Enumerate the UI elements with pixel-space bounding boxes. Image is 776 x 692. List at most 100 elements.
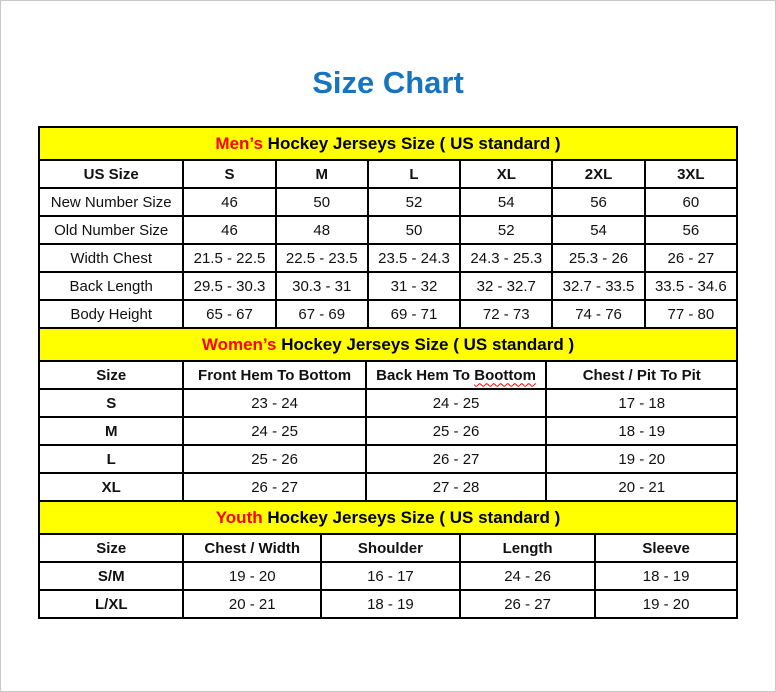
womens-table-row: XL 26 - 27 27 - 28 20 - 21: [37, 472, 738, 502]
mens-row-label: Width Chest: [37, 243, 185, 273]
youth-title-highlight: Youth: [215, 507, 263, 527]
womens-size-table: Women’s Hockey Jerseys Size ( US standar…: [37, 327, 738, 502]
youth-title-text: Hockey Jerseys Size ( US standard ): [262, 507, 561, 527]
mens-column-header: XL: [459, 159, 554, 189]
youth-value-cell: 26 - 27: [458, 589, 597, 619]
mens-value-cell: 52: [366, 187, 462, 217]
womens-value-cell: 26 - 27: [182, 472, 367, 502]
mens-table-row: Back Length 29.5 - 30.3 30.3 - 31 31 - 32 32…: [37, 271, 739, 301]
mens-column-header: 3XL: [643, 159, 739, 189]
mens-row-label: Old Number Size: [37, 215, 185, 245]
youth-column-header: Sleeve: [594, 533, 738, 563]
mens-value-cell: 32 - 32.7: [459, 271, 554, 301]
youth-column-header-row: Size Chest / Width Shoulder Length Sleeve: [37, 533, 738, 563]
youth-value-cell: 19 - 20: [182, 561, 322, 591]
youth-table-row: L/XL 20 - 21 18 - 19 26 - 27 19 - 20: [37, 589, 738, 619]
mens-title-highlight: Men’s: [215, 133, 263, 153]
youth-table-row: S/M 19 - 20 16 - 17 24 - 26 18 - 19: [37, 561, 738, 591]
youth-value-cell: 18 - 19: [319, 589, 461, 619]
youth-value-cell: 24 - 26: [458, 561, 597, 591]
womens-table-row: L 25 - 26 26 - 27 19 - 20: [37, 444, 738, 474]
youth-row-label: S/M: [37, 561, 185, 591]
youth-column-header: Shoulder: [319, 533, 461, 563]
mens-table-row: New Number Size 46 50 52 54 56 60: [37, 187, 739, 217]
mens-table-row: Width Chest 21.5 - 22.5 22.5 - 23.5 23.5 - …: [37, 243, 739, 273]
youth-table-title: Youth Hockey Jerseys Size ( US standard …: [38, 500, 738, 535]
mens-row-label: Back Length: [37, 271, 185, 301]
womens-table-row: S 23 - 24 24 - 25 17 - 18: [37, 388, 738, 418]
mens-value-cell: 65 - 67: [182, 299, 277, 329]
size-tables-stack: Men’s Hockey Jerseys Size ( US standard …: [37, 126, 739, 619]
womens-value-cell: 24 - 25: [364, 388, 548, 418]
youth-row-label: L/XL: [37, 589, 185, 619]
mens-value-cell: 22.5 - 23.5: [274, 243, 369, 273]
mens-column-header-row: US Size S M L XL 2XL 3XL: [37, 159, 739, 189]
womens-row-label: L: [37, 444, 185, 474]
mens-value-cell: 56: [643, 215, 739, 245]
mens-value-cell: 29.5 - 30.3: [182, 271, 277, 301]
youth-size-table: Youth Hockey Jerseys Size ( US standard …: [37, 500, 738, 619]
womens-column-header: Back Hem To Boottom: [364, 360, 548, 390]
youth-column-header: Chest / Width: [182, 533, 322, 563]
mens-value-cell: 77 - 80: [643, 299, 739, 329]
mens-value-cell: 54: [551, 215, 646, 245]
mens-column-header: US Size: [37, 159, 185, 189]
mens-value-cell: 72 - 73: [459, 299, 554, 329]
womens-column-header: Size: [37, 360, 185, 390]
youth-value-cell: 18 - 19: [594, 561, 738, 591]
womens-title-highlight: Women’s: [201, 334, 277, 354]
mens-value-cell: 21.5 - 22.5: [182, 243, 277, 273]
mens-value-cell: 60: [643, 187, 739, 217]
mens-column-header: 2XL: [551, 159, 646, 189]
mens-value-cell: 31 - 32: [366, 271, 462, 301]
youth-value-cell: 19 - 20: [594, 589, 738, 619]
mens-value-cell: 46: [182, 215, 277, 245]
mens-value-cell: 50: [366, 215, 462, 245]
womens-value-cell: 19 - 20: [545, 444, 738, 474]
mens-value-cell: 24.3 - 25.3: [459, 243, 554, 273]
youth-column-header: Size: [37, 533, 185, 563]
mens-title-text: Hockey Jerseys Size ( US standard ): [262, 133, 561, 153]
mens-value-cell: 52: [459, 215, 554, 245]
mens-value-cell: 26 - 27: [643, 243, 739, 273]
mens-value-cell: 23.5 - 24.3: [366, 243, 462, 273]
womens-value-cell: 17 - 18: [545, 388, 738, 418]
mens-value-cell: 33.5 - 34.6: [643, 271, 739, 301]
youth-table-title-band: Youth Hockey Jerseys Size ( US standard …: [38, 500, 738, 535]
womens-table-title: Women’s Hockey Jerseys Size ( US standar…: [38, 327, 738, 362]
womens-table-row: M 24 - 25 25 - 26 18 - 19: [37, 416, 738, 446]
misspelled-word: Boottom: [474, 366, 536, 384]
mens-value-cell: 69 - 71: [366, 299, 462, 329]
mens-column-header: S: [182, 159, 277, 189]
mens-table-title-band: Men’s Hockey Jerseys Size ( US standard …: [38, 126, 738, 161]
mens-value-cell: 56: [551, 187, 646, 217]
page-title: Size Chart: [312, 65, 464, 100]
womens-title-text: Hockey Jerseys Size ( US standard ): [276, 334, 575, 354]
womens-column-header-row: Size Front Hem To Bottom Back Hem To Boott…: [37, 360, 738, 390]
womens-value-cell: 24 - 25: [182, 416, 367, 446]
mens-column-header: L: [366, 159, 462, 189]
mens-value-cell: 48: [274, 215, 369, 245]
mens-table-title: Men’s Hockey Jerseys Size ( US standard …: [38, 126, 738, 161]
mens-value-cell: 50: [274, 187, 369, 217]
mens-table-row: Old Number Size 46 48 50 52 54 56: [37, 215, 739, 245]
youth-value-cell: 20 - 21: [182, 589, 322, 619]
mens-value-cell: 54: [459, 187, 554, 217]
womens-value-cell: 18 - 19: [545, 416, 738, 446]
womens-column-header-text: Back Hem To: [376, 366, 475, 384]
womens-value-cell: 20 - 21: [545, 472, 738, 502]
womens-row-label: S: [37, 388, 185, 418]
womens-value-cell: 23 - 24: [182, 388, 367, 418]
mens-row-label: Body Height: [37, 299, 185, 329]
mens-value-cell: 30.3 - 31: [274, 271, 369, 301]
mens-value-cell: 46: [182, 187, 277, 217]
mens-size-table: Men’s Hockey Jerseys Size ( US standard …: [37, 126, 739, 329]
womens-table-title-band: Women’s Hockey Jerseys Size ( US standar…: [38, 327, 738, 362]
mens-column-header: M: [274, 159, 369, 189]
womens-column-header: Chest / Pit To Pit: [545, 360, 738, 390]
mens-value-cell: 32.7 - 33.5: [551, 271, 646, 301]
youth-column-header: Length: [458, 533, 597, 563]
womens-column-header: Front Hem To Bottom: [182, 360, 367, 390]
mens-row-label: New Number Size: [37, 187, 185, 217]
